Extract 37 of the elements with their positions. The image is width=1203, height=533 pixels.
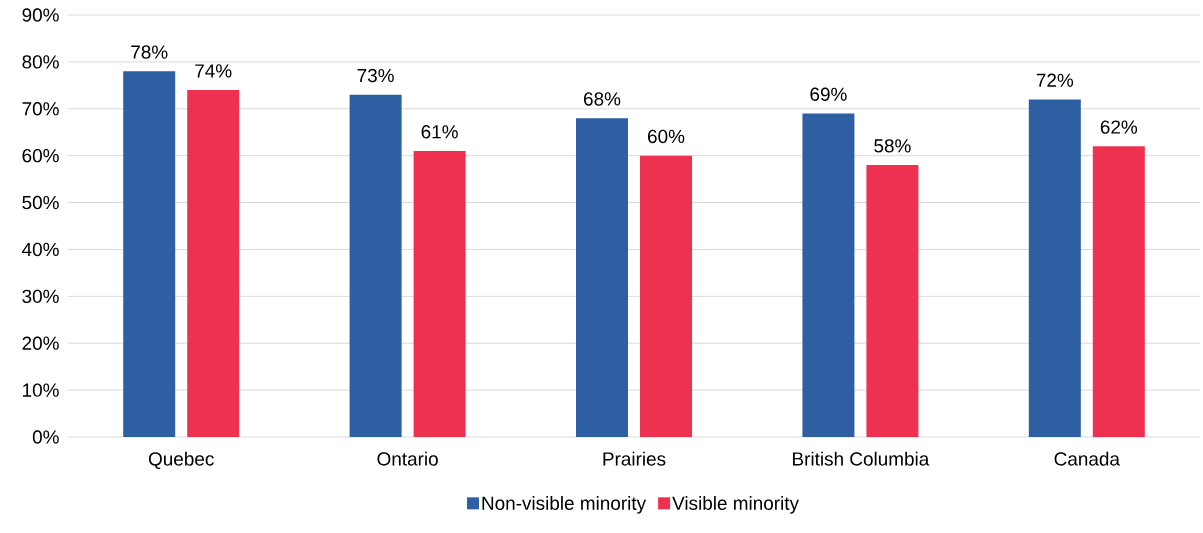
bar bbox=[1028, 99, 1081, 437]
y-tick-label: 60% bbox=[22, 148, 59, 163]
bar bbox=[123, 71, 176, 437]
y-tick-label: 40% bbox=[22, 242, 59, 257]
y-tick-label: 20% bbox=[22, 336, 59, 350]
bar bbox=[866, 165, 919, 437]
y-tick-label: 70% bbox=[22, 102, 59, 116]
data-label: 78% bbox=[131, 45, 168, 59]
data-label: 58% bbox=[874, 139, 911, 153]
y-tick-label: 90% bbox=[22, 8, 59, 22]
bar bbox=[413, 150, 466, 437]
data-label: 68% bbox=[584, 92, 621, 106]
data-label: 74% bbox=[195, 64, 232, 78]
x-tick-label: Canada bbox=[1054, 451, 1120, 466]
y-tick-label: 30% bbox=[22, 289, 59, 304]
y-tick-label: 0% bbox=[32, 430, 59, 444]
x-tick-label: Prairies bbox=[603, 451, 666, 466]
x-tick-label: Quebec bbox=[148, 451, 214, 470]
bar bbox=[576, 118, 629, 437]
y-tick-label: 50% bbox=[22, 195, 59, 210]
data-label: 61% bbox=[421, 125, 458, 139]
data-label: 72% bbox=[1036, 73, 1074, 87]
bar bbox=[802, 113, 855, 437]
y-tick-label: 10% bbox=[23, 383, 59, 397]
bar bbox=[187, 90, 240, 437]
x-tick-label: Ontario bbox=[377, 451, 438, 466]
legend-label: Visible minority bbox=[672, 496, 799, 514]
data-label: 69% bbox=[810, 87, 847, 101]
x-tick-label: British Columbia bbox=[793, 451, 930, 466]
y-tick-label: 80% bbox=[22, 55, 59, 69]
data-label: 73% bbox=[357, 68, 394, 83]
bar bbox=[1092, 146, 1145, 437]
bar bbox=[349, 94, 402, 437]
data-label: 62% bbox=[1100, 120, 1138, 134]
bar bbox=[640, 155, 693, 437]
legend-label: Non-visible minority bbox=[482, 496, 647, 514]
data-label: 60% bbox=[648, 129, 685, 144]
